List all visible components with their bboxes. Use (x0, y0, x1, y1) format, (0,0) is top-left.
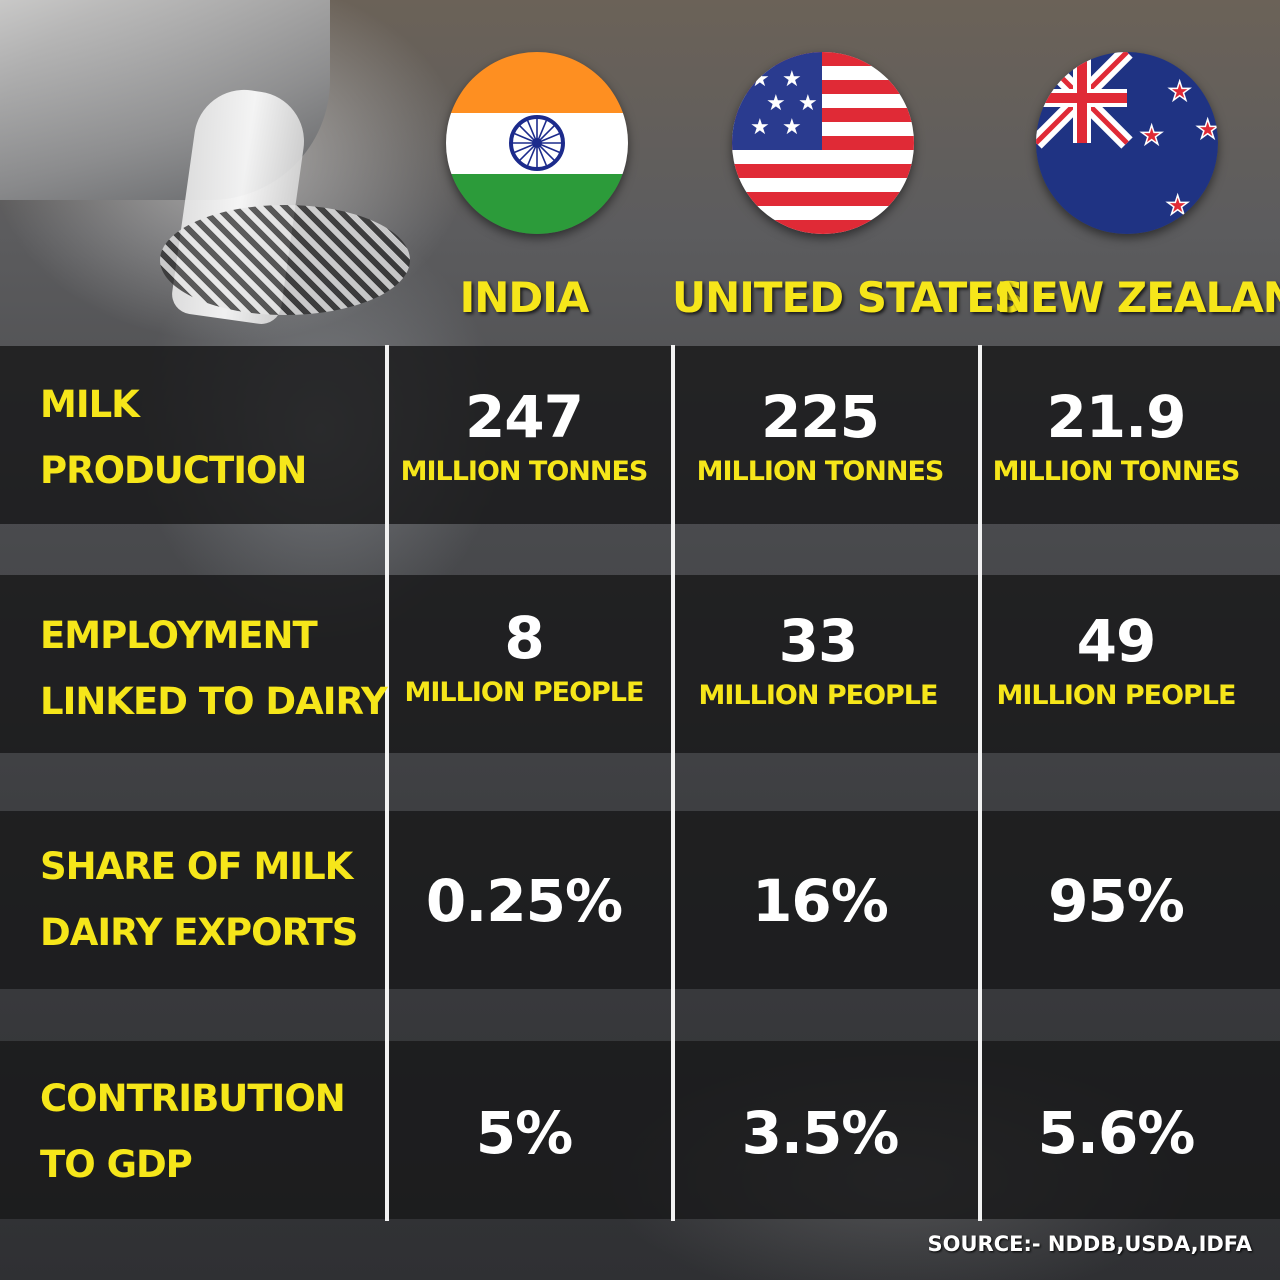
cell-india-exports: 0.25% (425, 867, 623, 935)
column-divider (671, 345, 675, 1221)
value: 33 (778, 607, 859, 675)
svg-text:★: ★ (1168, 77, 1191, 107)
us-flag-icon: ★ ★ ★ ★ ★ ★ (732, 52, 914, 234)
row-label-milk-production: MILK PRODUCTION (40, 372, 307, 504)
row-label-line1: EMPLOYMENT (40, 614, 318, 657)
row-label-gdp: CONTRIBUTION TO GDP (40, 1066, 346, 1198)
value: 225 (760, 383, 880, 451)
country-header-india: INDIA (459, 273, 590, 322)
column-divider (385, 345, 389, 1221)
row-label-line2: PRODUCTION (40, 449, 307, 492)
cell-us-employment: 33 MILLION PEOPLE (678, 606, 958, 716)
cell-us-gdp: 3.5% (741, 1099, 900, 1167)
cell-india-milk: 247 MILLION TONNES (384, 382, 664, 492)
cell-nz-exports: 95% (1048, 867, 1185, 935)
row-milk-production (0, 346, 1280, 524)
cell-us-exports: 16% (752, 867, 889, 935)
cell-nz-gdp: 5.6% (1037, 1099, 1196, 1167)
row-label-exports: SHARE OF MILK DAIRY EXPORTS (40, 834, 358, 966)
row-label-line2: TO GDP (40, 1143, 193, 1186)
column-divider (978, 345, 982, 1221)
value: 49 (1076, 607, 1157, 675)
value: 21.9 (1046, 383, 1186, 451)
cell-india-employment: 8 MILLION PEOPLE (384, 603, 664, 713)
cell-us-milk: 225 MILLION TONNES (680, 382, 960, 492)
cell-nz-employment: 49 MILLION PEOPLE (976, 606, 1256, 716)
svg-text:★: ★ (1140, 121, 1163, 151)
value: 247 (464, 383, 584, 451)
svg-text:★: ★ (750, 115, 770, 140)
svg-text:★: ★ (798, 91, 818, 116)
value: 8 (504, 604, 544, 672)
unit: MILLION PEOPLE (404, 677, 645, 708)
unit: MILLION TONNES (696, 456, 945, 487)
india-flag-icon (446, 52, 628, 234)
svg-text:★: ★ (766, 91, 786, 116)
svg-text:★: ★ (1196, 115, 1218, 145)
row-label-employment: EMPLOYMENT LINKED TO DAIRY (40, 603, 388, 735)
row-label-line1: MILK (40, 383, 140, 426)
unit: MILLION PEOPLE (996, 680, 1237, 711)
cell-india-gdp: 5% (475, 1099, 573, 1167)
row-exports (0, 811, 1280, 989)
country-header-united-states: UNITED STATES (672, 273, 1024, 322)
row-gdp (0, 1041, 1280, 1219)
row-label-line2: DAIRY EXPORTS (40, 911, 358, 954)
cell-nz-milk: 21.9 MILLION TONNES (976, 382, 1256, 492)
unit: MILLION TONNES (400, 456, 649, 487)
svg-text:★: ★ (782, 115, 802, 140)
source-credit: SOURCE:- NDDB,USDA,IDFA (927, 1232, 1252, 1256)
row-employment (0, 575, 1280, 753)
svg-text:★: ★ (782, 67, 802, 92)
row-label-line1: CONTRIBUTION (40, 1077, 346, 1120)
unit: MILLION TONNES (992, 456, 1241, 487)
row-label-line1: SHARE OF MILK (40, 845, 353, 888)
new-zealand-flag-icon: ★ ★ ★ ★ (1036, 52, 1218, 234)
unit: MILLION PEOPLE (698, 680, 939, 711)
strainer-cloth-image (160, 205, 410, 315)
country-header-new-zealand: NEW ZEALAND (996, 273, 1280, 322)
row-label-line2: LINKED TO DAIRY (40, 680, 388, 723)
